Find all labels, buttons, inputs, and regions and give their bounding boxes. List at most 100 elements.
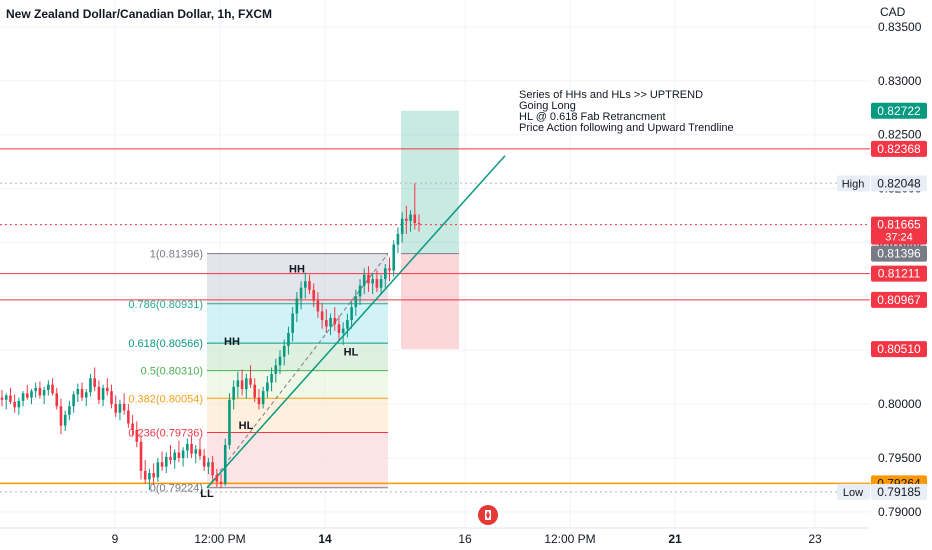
fib-level-label: 0.5(0.80310) <box>141 366 203 378</box>
candle <box>63 410 67 432</box>
candle <box>148 468 151 491</box>
x-axis[interactable]: 9 12:00 PM 14 16 12:00 PM 21 23 <box>112 532 822 546</box>
candle <box>266 376 269 398</box>
annotation-text[interactable]: Series of HHs and HLs >> UPTREND Going L… <box>519 89 734 134</box>
x-tick-label: 12:00 PM <box>544 532 595 546</box>
candle <box>9 387 12 405</box>
svg-text:0.82048: 0.82048 <box>877 176 921 190</box>
svg-text:0.79185: 0.79185 <box>877 485 921 499</box>
fib-diagonal <box>206 253 389 489</box>
candle <box>295 292 299 323</box>
fib-level-label: 1(0.81396) <box>150 249 203 261</box>
fib-level-label: 0.618(0.80566) <box>128 338 203 350</box>
candle <box>367 266 370 293</box>
candle <box>143 460 147 484</box>
x-tick-label: 16 <box>458 532 472 546</box>
candle <box>245 373 248 399</box>
candle <box>303 272 307 299</box>
svg-text:0.81665: 0.81665 <box>877 218 921 232</box>
svg-text:37:24: 37:24 <box>885 232 913 244</box>
candle <box>80 382 84 401</box>
chart-title: New Zealand Dollar/Canadian Dollar, 1h, … <box>6 7 272 21</box>
candle <box>223 438 227 486</box>
structure-labels: HH HH HL HL LL <box>200 264 358 500</box>
price-label: 0.80510 <box>871 341 927 358</box>
y-tick-label: 0.79500 <box>878 451 922 465</box>
candle <box>337 315 341 340</box>
candle <box>156 457 160 482</box>
svg-text:0.80510: 0.80510 <box>877 342 921 356</box>
candle <box>316 292 320 318</box>
candle <box>97 380 101 405</box>
candle <box>173 449 176 469</box>
annotation-line: Series of HHs and HLs >> UPTREND <box>519 89 703 101</box>
candle <box>232 380 235 410</box>
candle <box>270 367 273 392</box>
candle <box>362 268 366 295</box>
fib-labels: 1(0.81396) 0.786(0.80931) 0.618(0.80566) 0.… <box>128 249 203 495</box>
candle <box>354 289 358 316</box>
fib-level-label: 0(0.79224) <box>150 483 203 495</box>
x-tick-label: 21 <box>668 532 682 546</box>
svg-text:0.82368: 0.82368 <box>877 142 921 156</box>
candle <box>312 283 315 308</box>
long-position-tool[interactable] <box>401 110 459 350</box>
candle <box>308 274 311 295</box>
candle <box>72 391 75 413</box>
candle <box>30 388 33 405</box>
y-axis-currency: CAD <box>880 5 906 19</box>
upward-trendline[interactable] <box>206 155 506 489</box>
candle <box>417 214 421 232</box>
price-label: 0.82722 <box>871 102 927 119</box>
candle <box>186 438 189 458</box>
price-label: 0.81211 <box>871 265 927 282</box>
candle <box>101 384 105 407</box>
candle <box>202 449 206 471</box>
candle <box>333 307 337 331</box>
candle <box>122 393 126 415</box>
canada-flag-icon[interactable] <box>478 505 498 525</box>
price-label: 0.82048 High <box>837 175 927 192</box>
svg-text:0.81396: 0.81396 <box>877 247 921 261</box>
price-label: 0.80967 <box>871 291 927 308</box>
candle <box>131 414 134 437</box>
candle <box>282 339 286 366</box>
candle <box>76 383 80 402</box>
fib-level-label: 0.236(0.79736) <box>128 428 203 440</box>
candle <box>68 400 71 421</box>
candle <box>47 380 50 396</box>
candle <box>13 394 16 413</box>
candle <box>379 274 383 295</box>
candle <box>169 445 172 465</box>
fib-zone <box>207 253 388 304</box>
candle <box>350 300 353 329</box>
position-stop-zone <box>401 253 459 350</box>
candle <box>89 373 92 397</box>
trendline[interactable] <box>206 155 506 489</box>
candle <box>160 451 164 471</box>
candle <box>240 369 244 396</box>
candle <box>211 455 214 480</box>
candle <box>139 436 143 480</box>
fib-retracement[interactable] <box>206 253 389 489</box>
candle <box>114 395 118 418</box>
y-tick-label: 0.83500 <box>878 20 922 34</box>
candle <box>409 210 412 232</box>
horizontal-levels[interactable] <box>0 148 870 493</box>
candle <box>17 397 21 415</box>
y-axis[interactable]: CAD 0.835000.830000.825000.820000.815000… <box>837 5 927 519</box>
structure-label: HH <box>289 264 305 276</box>
annotation-line: HL @ 0.618 Fab Retrancment <box>519 111 666 123</box>
annotation-line: Price Action following and Upward Trendl… <box>519 122 734 134</box>
candle <box>219 474 223 489</box>
candle <box>329 313 332 336</box>
candle <box>181 447 185 467</box>
candle <box>291 307 294 342</box>
structure-label: HL <box>344 347 359 359</box>
candle <box>198 438 202 461</box>
candle <box>384 264 387 288</box>
candle <box>106 378 109 396</box>
svg-text:0.82722: 0.82722 <box>877 104 921 118</box>
